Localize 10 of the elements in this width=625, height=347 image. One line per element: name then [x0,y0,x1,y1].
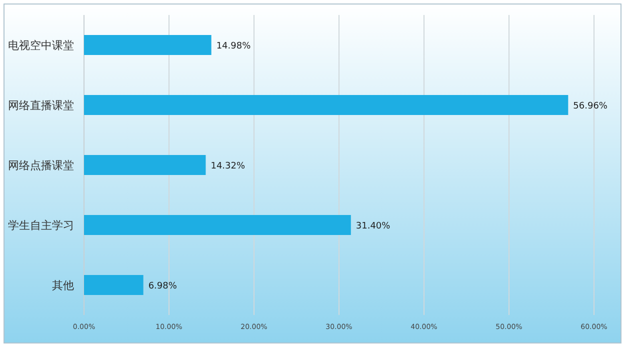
data-label: 56.96% [573,102,608,112]
data-label: 6.98% [148,282,178,292]
y-tick-label: 网络直播课堂 [8,99,74,112]
y-tick-label: 其他 [52,279,74,292]
data-label: 14.32% [210,162,246,172]
data-label: 14.98% [216,42,252,52]
y-tick-label: 网络点播课堂 [8,159,74,172]
data-label: 31.40% [356,222,391,232]
y-tick-label: 学生自主学习 [8,219,74,232]
y-tick-label: 电视空中课堂 [8,39,74,52]
